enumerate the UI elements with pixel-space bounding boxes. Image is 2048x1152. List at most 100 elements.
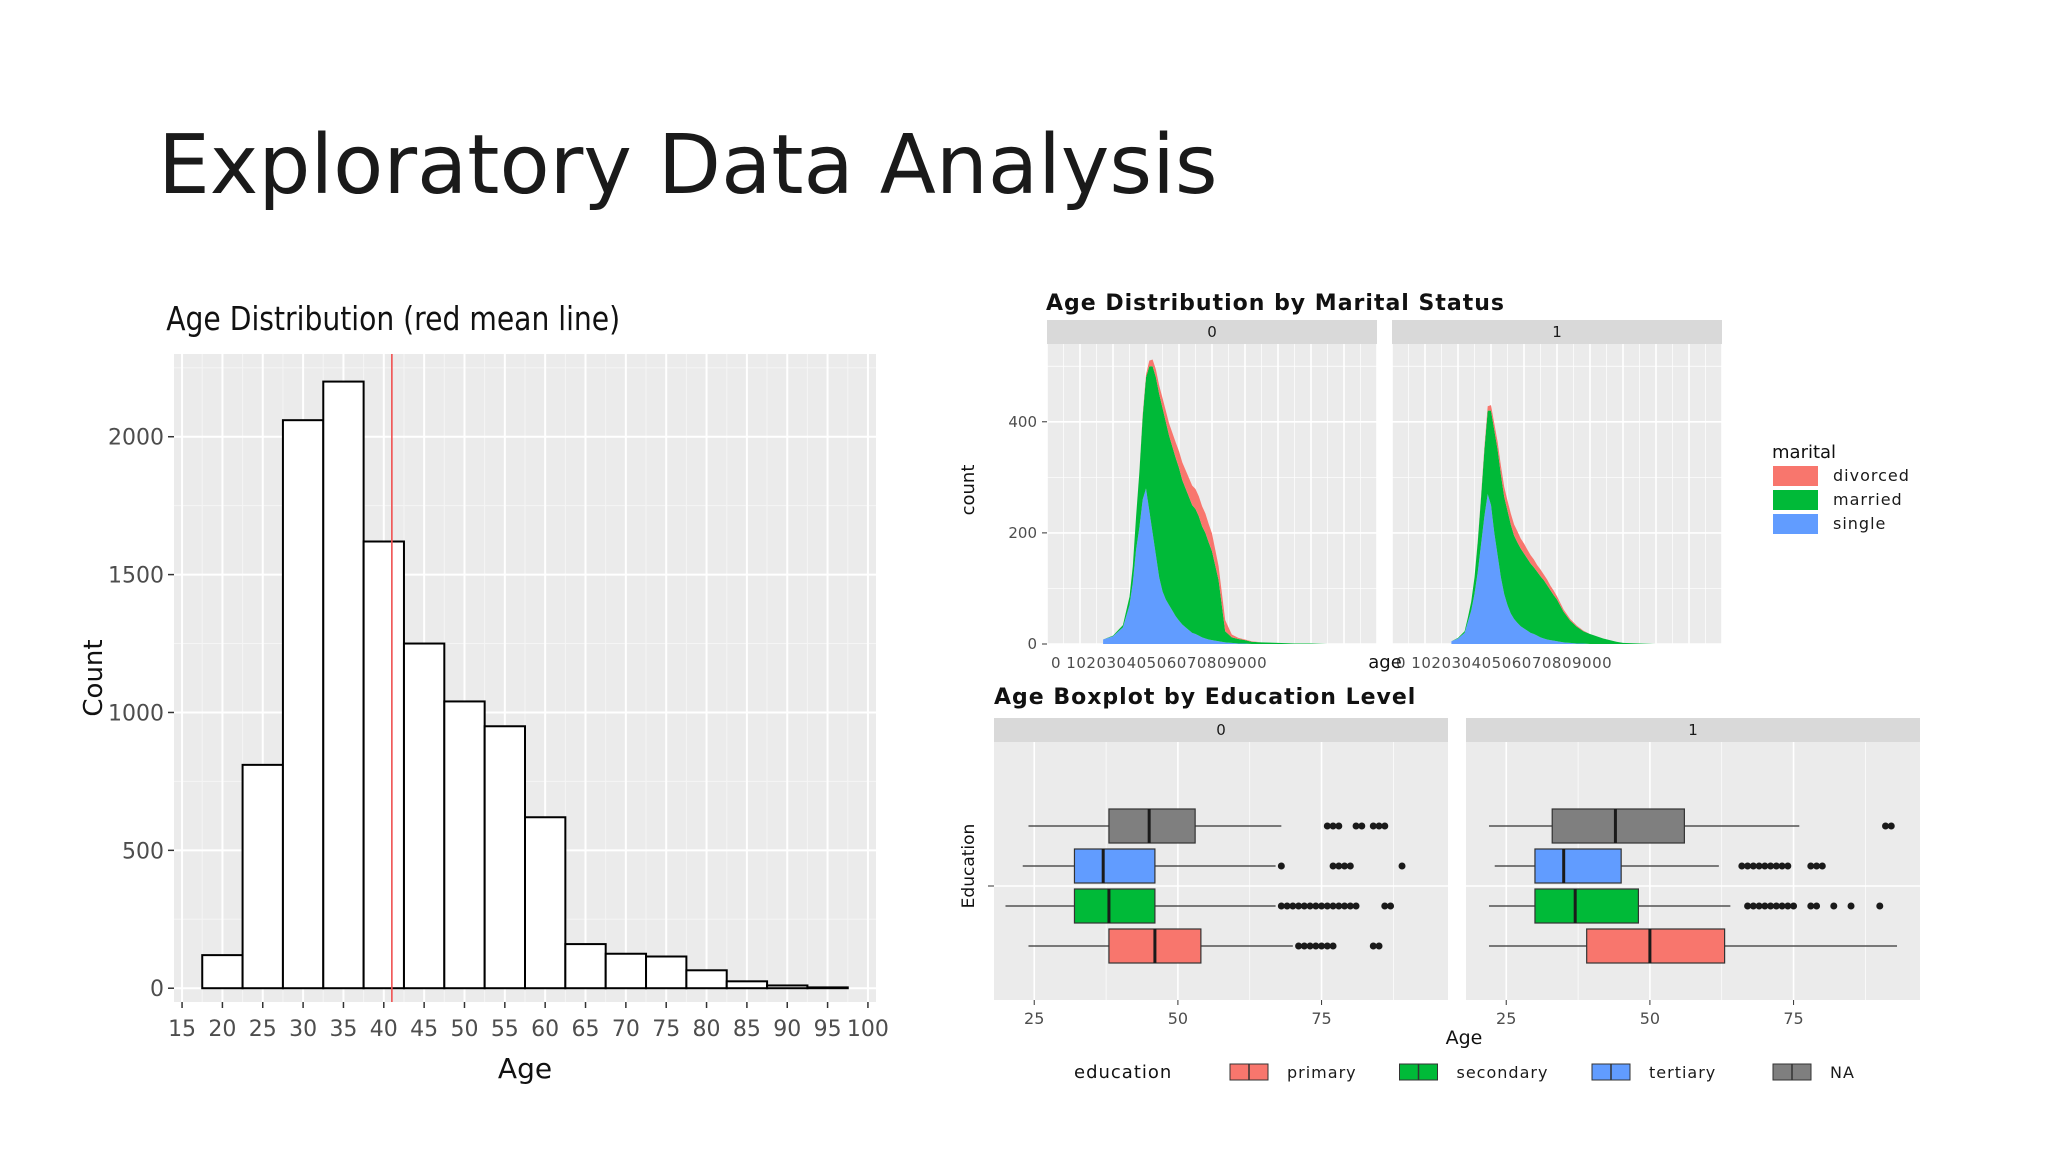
outlier-point — [1306, 942, 1314, 950]
box-secondary — [1534, 888, 1640, 924]
outlier-point — [1352, 822, 1360, 830]
x-tick-label: 85 — [733, 1017, 761, 1042]
facet-strip — [1466, 718, 1920, 742]
x-tick-label: 40 — [370, 1017, 398, 1042]
y-axis-label: Count — [79, 639, 109, 716]
legend-title: education — [1074, 1062, 1172, 1083]
outlier-point — [1341, 902, 1349, 910]
outlier-point — [1335, 862, 1343, 870]
outlier-point — [1876, 902, 1884, 910]
chart-title: Age Boxplot by Education Level — [994, 685, 1416, 710]
y-tick-label: 1500 — [108, 564, 164, 589]
box-NA — [1108, 808, 1196, 844]
outlier-point — [1398, 862, 1406, 870]
x-tick-label: 95 — [814, 1017, 842, 1042]
outlier-point — [1761, 862, 1769, 870]
outlier-point — [1295, 942, 1303, 950]
outlier-point — [1277, 862, 1285, 870]
y-axis-label: count — [958, 465, 979, 516]
outlier-point — [1329, 822, 1337, 830]
outlier-point — [1772, 902, 1780, 910]
x-axis-label: Age — [498, 1052, 552, 1085]
education-boxplot-chart: Age Boxplot by Education Level 0 25 50 75 1 25… — [930, 670, 1960, 1090]
outlier-point — [1306, 902, 1314, 910]
legend-swatch-single — [1773, 514, 1818, 534]
x-tick-label: 50 — [1168, 1009, 1188, 1028]
box-tertiary — [1073, 848, 1156, 884]
outlier-point — [1818, 862, 1826, 870]
histogram-bar — [685, 969, 728, 990]
x-tick-label: 0 10203040506070809000 — [1396, 654, 1612, 672]
box-primary — [1586, 928, 1726, 964]
outlier-point — [1749, 902, 1757, 910]
facet-label: 0 — [1216, 721, 1226, 739]
outlier-point — [1807, 862, 1815, 870]
outlier-point — [1318, 942, 1326, 950]
outlier-point — [1767, 862, 1775, 870]
y-tick-label: 0 — [1027, 635, 1037, 653]
histogram-bar — [201, 954, 244, 990]
x-tick-label: 70 — [612, 1017, 640, 1042]
x-tick-label: 100 — [847, 1017, 889, 1042]
outlier-point — [1323, 942, 1331, 950]
x-axis-label: Age — [1446, 1027, 1483, 1049]
facet-label: 0 — [1207, 323, 1217, 341]
outlier-point — [1790, 902, 1798, 910]
outlier-point — [1778, 862, 1786, 870]
outlier-point — [1813, 862, 1821, 870]
histogram-bar — [645, 955, 688, 990]
histogram-bar — [524, 816, 567, 990]
outlier-point — [1346, 862, 1354, 870]
outlier-point — [1767, 902, 1775, 910]
x-tick-label: 35 — [329, 1017, 357, 1042]
chart-title: Age Distribution by Marital Status — [1046, 291, 1505, 316]
legend-label: NA — [1830, 1063, 1855, 1082]
facet-strip — [1392, 320, 1722, 344]
outlier-point — [1387, 902, 1395, 910]
histogram-bar — [281, 419, 325, 990]
outlier-point — [1375, 822, 1383, 830]
outlier-point — [1323, 902, 1331, 910]
outlier-point — [1887, 822, 1895, 830]
histogram-bar — [564, 943, 607, 990]
x-tick-label: 25 — [1024, 1009, 1044, 1028]
x-tick-label: 20 — [208, 1017, 236, 1042]
x-tick-label: 45 — [410, 1017, 438, 1042]
outlier-point — [1772, 862, 1780, 870]
outlier-point — [1755, 862, 1763, 870]
plot-panel — [994, 742, 1448, 1000]
outlier-point — [1778, 902, 1786, 910]
x-tick-label: 75 — [652, 1017, 680, 1042]
x-tick-label: 80 — [693, 1017, 721, 1042]
area-married — [1451, 410, 1706, 644]
area-single — [1103, 488, 1361, 644]
facet-label: 1 — [1688, 721, 1698, 739]
histogram-bar — [766, 984, 809, 990]
outlier-point — [1335, 902, 1343, 910]
x-tick-label: 0 10203040506070809000 — [1051, 654, 1267, 672]
outlier-point — [1346, 902, 1354, 910]
marital-area-chart: Age Distribution by Marital Status 0 0 102… — [930, 276, 1960, 676]
outlier-point — [1352, 902, 1360, 910]
outlier-point — [1300, 942, 1308, 950]
outlier-point — [1807, 902, 1815, 910]
facet-strip — [1047, 320, 1377, 344]
histogram-bar — [362, 540, 405, 990]
outlier-point — [1847, 902, 1855, 910]
outlier-point — [1813, 902, 1821, 910]
x-tick-label: 50 — [450, 1017, 478, 1042]
outlier-point — [1784, 862, 1792, 870]
area-single — [1451, 494, 1706, 644]
outlier-point — [1335, 822, 1343, 830]
outlier-point — [1744, 902, 1752, 910]
legend-title: marital — [1772, 442, 1836, 463]
y-tick-label: 200 — [1008, 524, 1037, 542]
y-tick-label: 500 — [122, 839, 164, 864]
outlier-point — [1882, 822, 1890, 830]
outlier-point — [1358, 822, 1366, 830]
x-tick-label: 75 — [1783, 1009, 1803, 1028]
legend-label: divorced — [1833, 466, 1910, 485]
x-axis-label: age — [1368, 652, 1402, 673]
x-tick-label: 50 — [1640, 1009, 1660, 1028]
histogram-bar — [604, 952, 648, 990]
